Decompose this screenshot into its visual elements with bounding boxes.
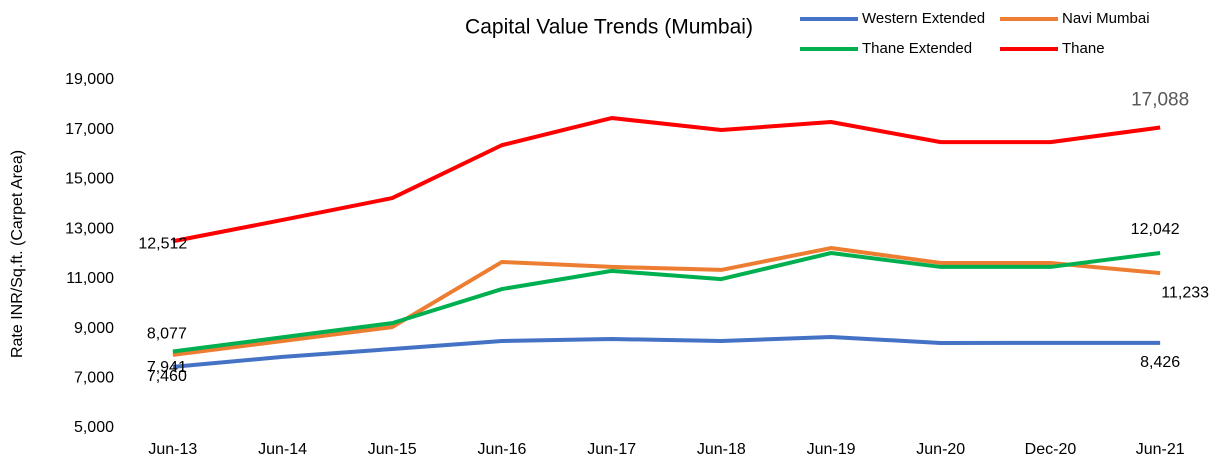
series-line — [172, 250, 1161, 354]
x-tick-label: Jun-14 — [258, 441, 307, 458]
x-tick-label: Jun-17 — [587, 441, 636, 458]
data-label: 11,233 — [1161, 284, 1209, 301]
legend-label: Western Extended — [862, 10, 985, 27]
series-line — [172, 116, 1161, 244]
data-label: 12,512 — [138, 235, 187, 252]
y-tick-label: 17,000 — [65, 121, 114, 138]
legend-label: Navi Mumbai — [1062, 10, 1150, 27]
y-tick-label: 15,000 — [65, 171, 114, 188]
y-tick-label: 19,000 — [65, 71, 114, 88]
data-label: 8,426 — [1140, 354, 1180, 371]
x-tick-label: Jun-15 — [368, 441, 417, 458]
x-tick-label: Jun-21 — [1136, 441, 1185, 458]
series-line — [172, 335, 1161, 369]
x-tick-label: Jun-20 — [916, 441, 965, 458]
chart-title: Capital Value Trends (Mumbai) — [465, 16, 753, 39]
data-label: 17,088 — [1131, 90, 1189, 111]
y-tick-label: 11,000 — [66, 270, 114, 287]
data-label: 8,077 — [147, 326, 187, 343]
y-tick-label: 5,000 — [74, 419, 114, 436]
series-line — [172, 246, 1161, 357]
x-tick-label: Jun-18 — [697, 441, 746, 458]
y-axis-label: Rate INR/Sq.ft. (Carpet Area) — [9, 150, 26, 358]
legend-label: Thane Extended — [862, 40, 972, 57]
x-tick-label: Jun-19 — [807, 441, 856, 458]
y-tick-label: 7,000 — [74, 370, 114, 387]
y-tick-label: 9,000 — [74, 320, 114, 337]
x-tick-label: Jun-16 — [477, 441, 526, 458]
data-label: 7,941 — [147, 359, 187, 376]
y-tick-label: 13,000 — [65, 220, 114, 237]
x-tick-label: Jun-13 — [148, 441, 197, 458]
data-label: 7,460 — [147, 368, 187, 385]
legend-label: Thane — [1062, 40, 1105, 57]
data-label: 12,042 — [1131, 221, 1180, 238]
x-tick-label: Dec-20 — [1025, 441, 1077, 458]
